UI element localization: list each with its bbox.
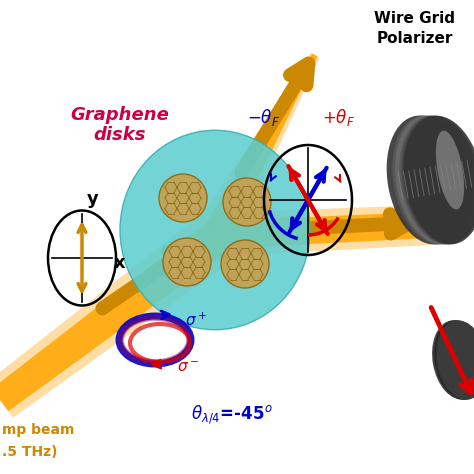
Ellipse shape [223,178,271,226]
Polygon shape [210,212,430,249]
Text: Polarizer: Polarizer [377,30,453,46]
Ellipse shape [400,116,474,245]
Text: .5 THz): .5 THz) [2,445,57,459]
Ellipse shape [159,174,207,222]
Ellipse shape [436,130,464,210]
Ellipse shape [395,116,473,244]
Text: $+\theta_F$: $+\theta_F$ [321,107,355,128]
Ellipse shape [434,320,474,400]
Ellipse shape [387,116,466,245]
Ellipse shape [221,240,269,288]
Ellipse shape [401,116,474,245]
Ellipse shape [403,116,474,245]
Text: disks: disks [94,126,146,144]
Text: Graphene: Graphene [71,106,169,124]
Text: $\sigma^-$: $\sigma^-$ [177,361,199,375]
Polygon shape [0,220,231,411]
Ellipse shape [436,320,474,400]
Ellipse shape [163,238,211,286]
Text: $\sigma^+$: $\sigma^+$ [185,311,207,328]
Text: y: y [87,190,99,208]
Text: mp beam: mp beam [2,423,74,437]
Polygon shape [209,205,431,257]
Polygon shape [203,54,318,242]
Text: $\theta_{\lambda/4}$=-45$^o$: $\theta_{\lambda/4}$=-45$^o$ [191,404,273,426]
Ellipse shape [390,116,469,245]
Polygon shape [196,53,319,246]
Ellipse shape [397,116,474,244]
Ellipse shape [392,116,471,245]
Ellipse shape [437,320,474,400]
Ellipse shape [432,320,474,400]
Polygon shape [0,213,237,418]
Ellipse shape [120,130,310,330]
Text: x: x [114,254,126,272]
Text: $-\theta_F$: $-\theta_F$ [246,107,280,128]
Ellipse shape [433,320,474,400]
Text: Wire Grid: Wire Grid [374,10,456,26]
